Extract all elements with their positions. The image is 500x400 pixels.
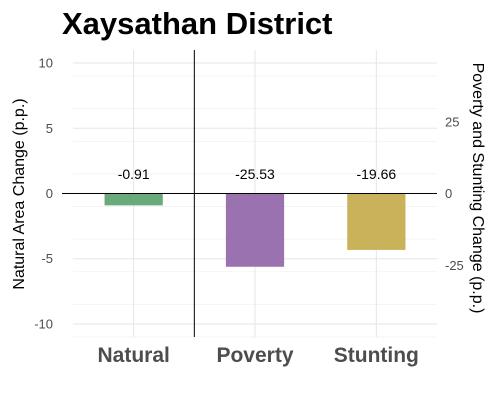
- y-left-tick-label: 0: [46, 186, 53, 201]
- x-tick-label-natural: Natural: [97, 344, 169, 367]
- axes: [62, 50, 437, 337]
- y-axis-right-ticks: 25 0 -25: [445, 114, 464, 273]
- x-tick-label-poverty: Poverty: [216, 344, 293, 367]
- x-axis-ticks: Natural Poverty Stunting: [97, 344, 418, 367]
- y-axis-right-title: Poverty and Stunting Change (p.p.): [469, 63, 486, 314]
- data-labels: -0.91 -25.53 -19.66: [118, 166, 397, 182]
- data-label-natural: -0.91: [118, 166, 150, 182]
- y-right-tick-label: -25: [445, 258, 464, 273]
- data-label-stunting: -19.66: [356, 166, 396, 182]
- bar-natural: [104, 193, 163, 206]
- data-label-poverty: -25.53: [235, 166, 275, 182]
- y-axis-left-ticks: 10 5 0 -5 -10: [34, 56, 53, 332]
- y-right-tick-label: 0: [445, 186, 452, 201]
- y-left-tick-label: -10: [34, 316, 53, 331]
- bar-poverty: [225, 193, 285, 267]
- y-left-tick-label: 5: [46, 121, 53, 136]
- y-left-tick-label: 10: [39, 56, 53, 71]
- y-axis-left-title: Natural Area Change (p.p.): [11, 98, 28, 289]
- chart-title: Xaysathan District: [62, 6, 333, 41]
- y-left-tick-label: -5: [41, 251, 53, 266]
- y-right-tick-label: 25: [445, 114, 459, 129]
- x-tick-label-stunting: Stunting: [334, 344, 419, 367]
- bar-stunting: [347, 193, 406, 250]
- bars: [104, 193, 406, 267]
